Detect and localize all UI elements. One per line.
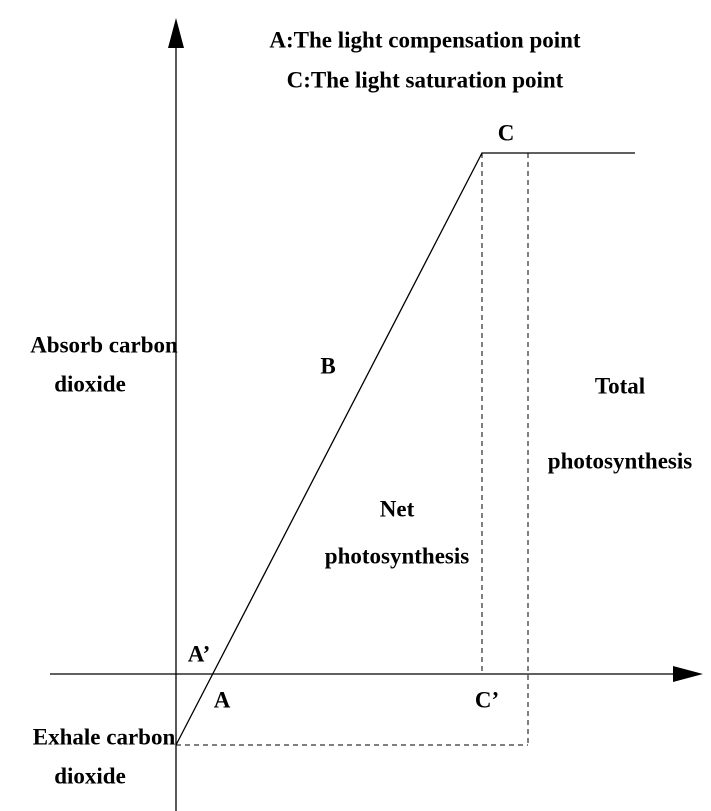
legend-a: A:The light compensation point — [269, 27, 581, 52]
region-label: Total — [595, 373, 645, 398]
point-label: A — [214, 687, 231, 712]
point-label: A’ — [188, 641, 211, 666]
region-label: photosynthesis — [325, 543, 469, 568]
axis-label: dioxide — [54, 371, 126, 396]
region-label: Net — [380, 496, 415, 521]
y-arrow — [168, 18, 184, 48]
point-label: C — [498, 120, 515, 145]
axis-label: Absorb carbon — [30, 332, 178, 357]
legend-c: C:The light saturation point — [287, 67, 564, 92]
x-arrow — [673, 666, 703, 682]
region-label: photosynthesis — [548, 448, 692, 473]
point-label: B — [320, 353, 335, 378]
point-label: C’ — [475, 687, 499, 712]
axis-label: Exhale carbon — [33, 724, 176, 749]
axis-label: dioxide — [54, 763, 126, 788]
